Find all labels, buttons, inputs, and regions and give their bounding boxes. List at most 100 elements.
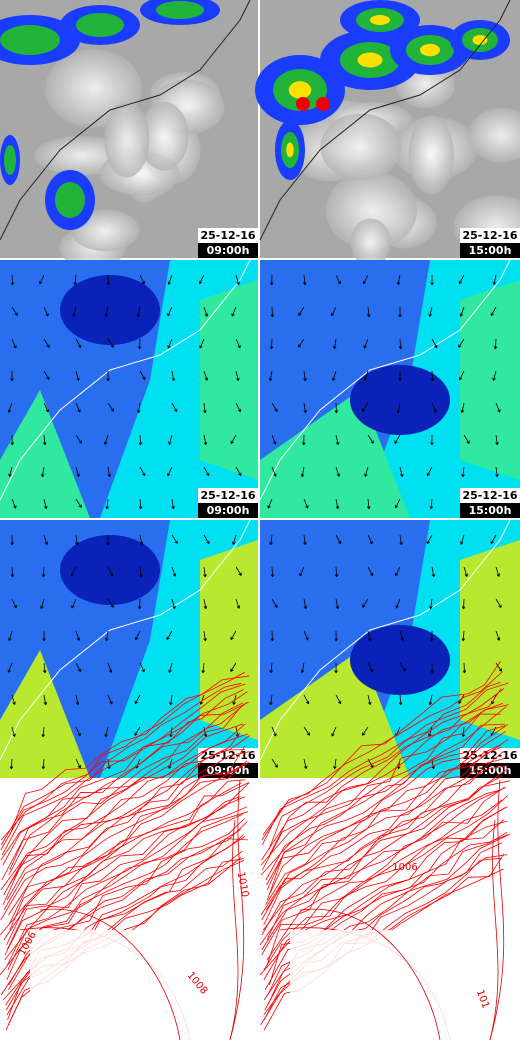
isobar	[39, 908, 181, 1040]
precip	[0, 25, 60, 55]
wind-arrow	[139, 274, 145, 285]
wind-arrow	[168, 434, 173, 445]
coastline	[259, 259, 511, 501]
wind-arrow	[107, 566, 114, 577]
wind-arrow	[168, 662, 173, 673]
wind-arrow	[399, 662, 407, 672]
wind-arrow	[431, 338, 438, 349]
wind-arrow	[203, 726, 208, 738]
time-box	[460, 763, 520, 778]
wind-arrow	[42, 434, 47, 446]
wind-arrow	[428, 694, 433, 706]
isobar-label: 1006	[392, 862, 417, 873]
wind-arrow	[461, 726, 466, 738]
wind-arrow	[394, 434, 401, 444]
time-label: 15:00h	[469, 244, 512, 257]
cloud	[104, 101, 150, 178]
coastline	[259, 0, 511, 241]
wind-arrow	[302, 274, 307, 286]
date-box	[460, 488, 520, 503]
wind-arrow	[75, 630, 81, 641]
isobar	[263, 807, 505, 981]
isobar	[269, 688, 505, 856]
wind-arrow	[495, 630, 501, 641]
cloud	[408, 115, 454, 195]
wind-arrow	[431, 566, 436, 578]
date-box	[460, 228, 520, 243]
wind-arrow	[75, 402, 81, 413]
wind-arrow	[460, 402, 465, 414]
wind-arrow	[75, 466, 80, 477]
wind-arrow	[333, 338, 337, 350]
time-label: 09:00h	[207, 504, 250, 517]
wind-arrow	[367, 566, 374, 577]
wind-arrow	[203, 566, 207, 578]
wind-arrow	[399, 630, 405, 641]
wind-arrow	[334, 566, 339, 578]
wind-arrow	[137, 402, 141, 414]
wind-arrow	[139, 370, 146, 381]
cloud	[320, 113, 402, 181]
wind-arrow	[460, 534, 465, 545]
wind-arrow	[363, 338, 369, 349]
isobar	[0, 811, 249, 976]
date-label: 25-12-16	[462, 229, 517, 242]
precip	[357, 52, 383, 68]
wind-arrow	[495, 466, 499, 478]
wind-arrow	[43, 662, 47, 674]
wind-arrow	[235, 370, 240, 381]
wind-arrow	[235, 566, 242, 576]
cloud	[468, 107, 520, 163]
coastline	[0, 259, 251, 501]
wind-arrow	[271, 466, 277, 477]
wind-arrow	[398, 306, 402, 318]
wind-arrow	[495, 598, 502, 608]
date-box	[198, 228, 258, 243]
wind-arrow	[134, 694, 141, 705]
wind-arrow	[458, 338, 465, 348]
isobar	[267, 731, 507, 901]
wind-arrow	[107, 694, 113, 705]
wind-arrow	[459, 370, 465, 381]
wind-arrow	[458, 274, 465, 285]
clear	[290, 930, 490, 1040]
wind-arrow	[367, 662, 374, 673]
wind-arrow	[42, 630, 46, 642]
isobar	[263, 799, 503, 971]
wind-arrow	[11, 694, 16, 705]
isobar	[266, 786, 505, 961]
isobar	[260, 713, 501, 876]
wind-arrow	[11, 338, 17, 349]
precip	[76, 13, 124, 37]
wind-arrow	[40, 598, 45, 609]
wind-arrow	[199, 338, 205, 349]
wind-arrow	[303, 630, 309, 641]
wind-arrow	[299, 566, 305, 577]
isobar	[261, 671, 503, 841]
wind-arrow	[303, 370, 307, 382]
time-label: 15:00h	[469, 504, 512, 517]
field-green	[460, 280, 520, 480]
wind-arrow	[363, 370, 369, 381]
time-box	[460, 243, 520, 258]
wind-arrow	[75, 694, 80, 706]
wind-arrow	[335, 694, 342, 705]
wind-arrow	[399, 534, 403, 546]
wind-arrow	[41, 566, 46, 578]
wind-arrow	[166, 630, 173, 640]
isobar	[0, 683, 246, 851]
wind-arrow	[335, 598, 340, 610]
wind-arrow	[232, 534, 237, 545]
wind-arrow	[107, 598, 114, 608]
wind-arrow	[9, 758, 14, 770]
wind-arrow	[334, 662, 338, 674]
wind-arrow	[203, 534, 210, 544]
wind-arrow	[462, 662, 467, 674]
isobar	[299, 908, 441, 1040]
wind-arrow	[303, 758, 308, 770]
wind-arrow	[429, 598, 433, 610]
field-green	[0, 650, 90, 778]
wind-arrow	[431, 402, 437, 413]
isobar	[8, 723, 244, 886]
